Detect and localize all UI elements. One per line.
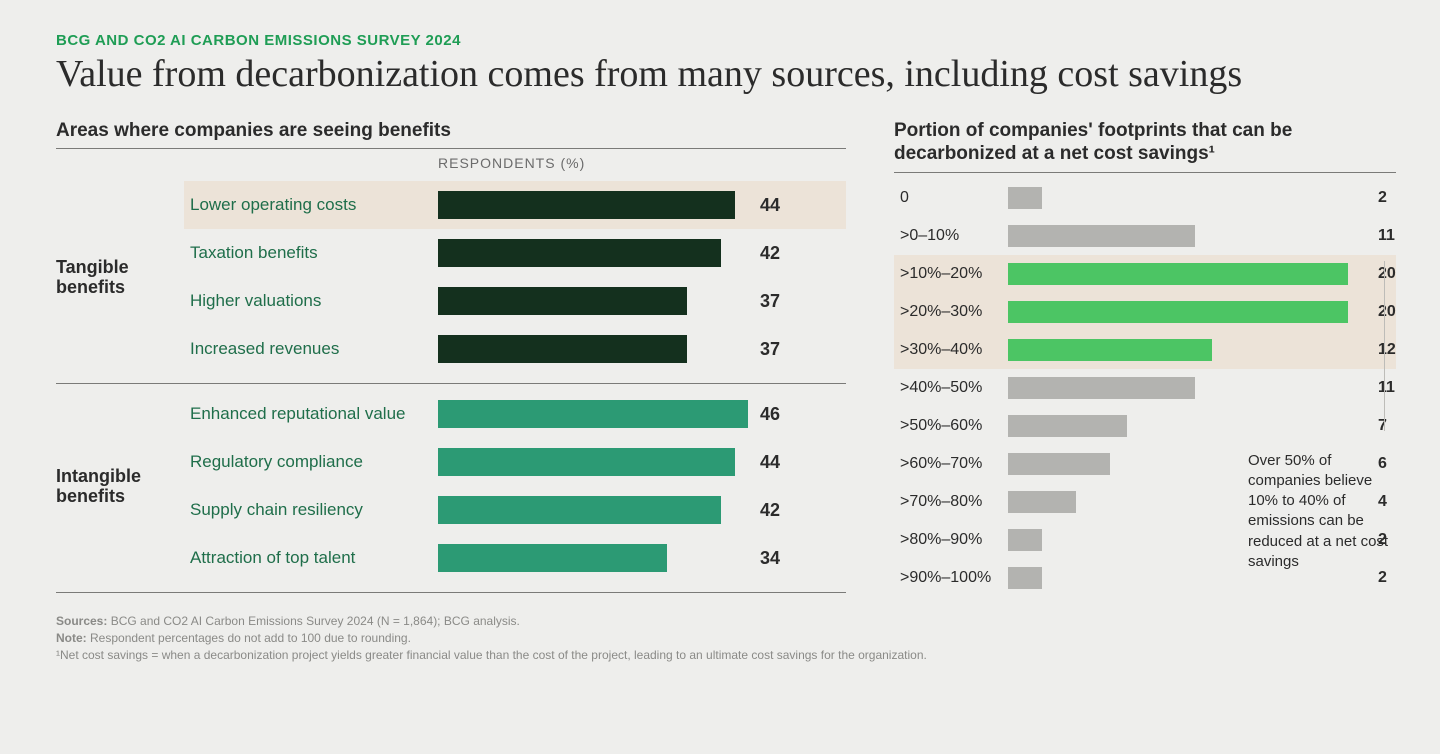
histogram-label: >80%–90% (894, 531, 1008, 549)
histogram-value: 2 (1378, 189, 1387, 207)
bar-fill (438, 448, 735, 476)
bar-label: Lower operating costs (184, 195, 438, 215)
histogram-value: 7 (1378, 417, 1387, 435)
left-chart: Areas where companies are seeing benefit… (56, 119, 846, 594)
bar-row: Attraction of top talent 34 (184, 534, 846, 582)
histogram-fill (1008, 567, 1042, 589)
left-chart-title: Areas where companies are seeing benefit… (56, 119, 846, 143)
histogram-row: >50%–60% 7 (894, 407, 1396, 445)
histogram-fill (1008, 415, 1127, 437)
histogram-label: >20%–30% (894, 303, 1008, 321)
histogram-fill (1008, 453, 1110, 475)
histogram-label: >0–10% (894, 227, 1008, 245)
bar-row: Increased revenues 37 (184, 325, 846, 373)
bar-label: Increased revenues (184, 339, 438, 359)
right-chart: Portion of companies' footprints that ca… (894, 119, 1396, 598)
bar-row: Higher valuations 37 (184, 277, 846, 325)
histogram-label: >70%–80% (894, 493, 1008, 511)
bar-value: 46 (760, 404, 780, 425)
histogram-row: >20%–30% 20 (894, 293, 1396, 331)
histogram-label: >10%–20% (894, 265, 1008, 283)
bar-label: Attraction of top talent (184, 548, 438, 568)
histogram-label: >40%–50% (894, 379, 1008, 397)
bar-value: 44 (760, 195, 780, 216)
column-header: RESPONDENTS (%) (438, 149, 846, 175)
bar-fill (438, 287, 687, 315)
group-block: Tangible benefits Lower operating costs 44… (56, 175, 846, 384)
histogram-value: 20 (1378, 303, 1396, 321)
histogram-label: >30%–40% (894, 341, 1008, 359)
bar-fill (438, 335, 687, 363)
callout-text: Over 50% of companies believe 10% to 40%… (1248, 451, 1398, 573)
callout-bracket (1384, 261, 1385, 431)
definition-footnote: ¹Net cost savings = when a decarbonizati… (56, 647, 1384, 664)
note-text: Respondent percentages do not add to 100… (87, 631, 411, 645)
bar-fill (438, 239, 721, 267)
histogram-label: 0 (894, 189, 1008, 207)
histogram-fill (1008, 187, 1042, 209)
group-label: Intangible benefits (56, 466, 184, 507)
bar-label: Regulatory compliance (184, 452, 438, 472)
bar-label: Higher valuations (184, 291, 438, 311)
charts-container: Areas where companies are seeing benefit… (56, 119, 1384, 598)
histogram-fill (1008, 377, 1195, 399)
footnotes: Sources: BCG and CO2 AI Carbon Emissions… (56, 613, 1384, 663)
histogram-fill (1008, 301, 1348, 323)
histogram-value: 11 (1378, 227, 1395, 245)
bar-label: Enhanced reputational value (184, 404, 438, 424)
bar-fill (438, 191, 735, 219)
bar-value: 37 (760, 291, 780, 312)
bar-row: Taxation benefits 42 (184, 229, 846, 277)
eyebrow: BCG AND CO2 AI CARBON EMISSIONS SURVEY 2… (56, 32, 1384, 49)
histogram-value: 20 (1378, 265, 1396, 283)
histogram-row: >0–10% 11 (894, 217, 1396, 255)
note-label: Note: (56, 631, 87, 645)
bar-row: Enhanced reputational value 46 (184, 390, 846, 438)
bar-value: 42 (760, 243, 780, 264)
bar-value: 42 (760, 500, 780, 521)
bar-label: Supply chain resiliency (184, 500, 438, 520)
histogram-row: >30%–40% 12 (894, 331, 1396, 369)
group-label: Tangible benefits (56, 257, 184, 298)
histogram-fill (1008, 529, 1042, 551)
sources-label: Sources: (56, 614, 107, 628)
bar-fill (438, 400, 748, 428)
right-chart-title: Portion of companies' footprints that ca… (894, 119, 1396, 167)
bar-row: Lower operating costs 44 (184, 181, 846, 229)
bar-value: 44 (760, 452, 780, 473)
group-block: Intangible benefitsEnhanced reputational… (56, 384, 846, 593)
bar-value: 37 (760, 339, 780, 360)
sources-text: BCG and CO2 AI Carbon Emissions Survey 2… (107, 614, 520, 628)
bar-row: Supply chain resiliency 42 (184, 486, 846, 534)
histogram-value: 11 (1378, 379, 1395, 397)
bar-fill (438, 496, 721, 524)
histogram-label: >60%–70% (894, 455, 1008, 473)
bar-value: 34 (760, 548, 780, 569)
histogram-row: >40%–50% 11 (894, 369, 1396, 407)
bar-label: Taxation benefits (184, 243, 438, 263)
histogram-label: >90%–100% (894, 569, 1008, 587)
histogram-fill (1008, 263, 1348, 285)
histogram-fill (1008, 491, 1076, 513)
histogram-fill (1008, 225, 1195, 247)
headline: Value from decarbonization comes from ma… (56, 53, 1384, 97)
histogram-row: 02 (894, 179, 1396, 217)
histogram-row: >10%–20% 20 (894, 255, 1396, 293)
bar-fill (438, 544, 667, 572)
histogram-value: 12 (1378, 341, 1396, 359)
bar-row: Regulatory compliance 44 (184, 438, 846, 486)
histogram-fill (1008, 339, 1212, 361)
histogram-label: >50%–60% (894, 417, 1008, 435)
